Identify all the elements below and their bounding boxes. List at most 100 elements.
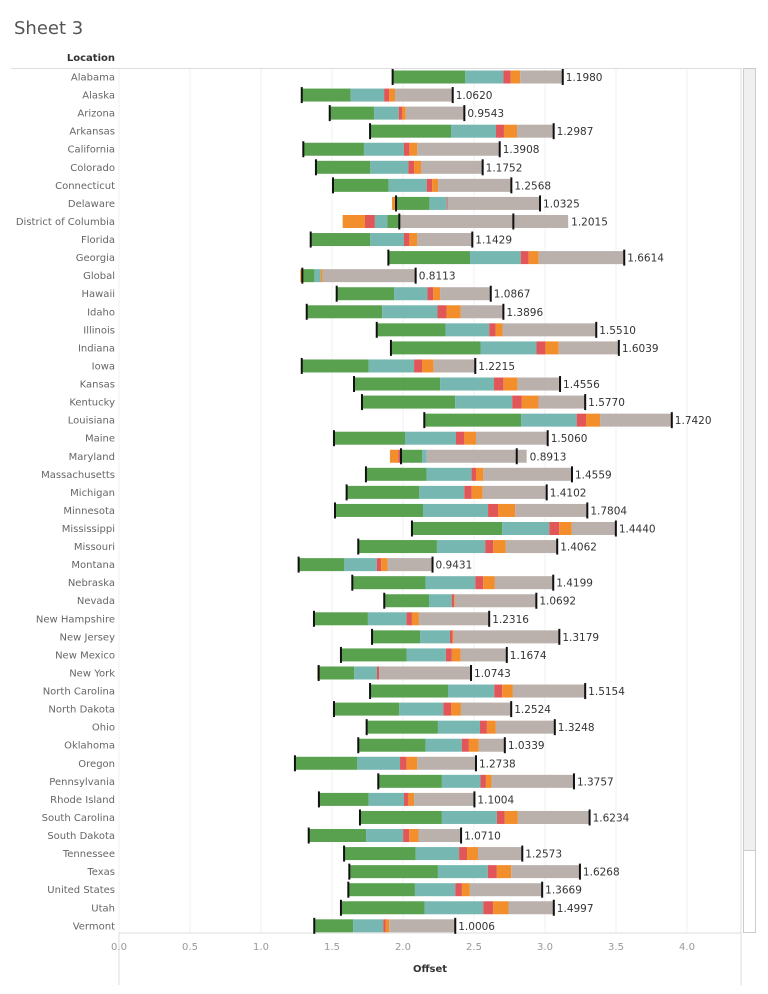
- bar-segment-y[interactable]: [440, 287, 491, 301]
- row-label[interactable]: North Carolina: [43, 687, 115, 698]
- bar-segment-g[interactable]: [349, 865, 438, 879]
- bar-segment-o[interactable]: [503, 124, 518, 138]
- bar-segment-o[interactable]: [432, 178, 439, 192]
- bar-segment-o[interactable]: [468, 738, 479, 752]
- row-label[interactable]: Arizona: [77, 109, 115, 120]
- bar-segment-r[interactable]: [496, 810, 505, 824]
- bar-segment-o[interactable]: [510, 70, 521, 84]
- bar-segment-r[interactable]: [536, 341, 546, 355]
- bar-segment-o[interactable]: [385, 919, 390, 933]
- bar-segment-r[interactable]: [479, 720, 487, 734]
- bar-segment-t[interactable]: [470, 251, 521, 265]
- bar-segment-r[interactable]: [437, 305, 447, 319]
- bar-segment-r[interactable]: [398, 449, 402, 463]
- bar-segment-g[interactable]: [318, 666, 355, 680]
- bar-segment-g[interactable]: [411, 522, 503, 535]
- row-label[interactable]: Vermont: [73, 921, 115, 932]
- bar-segment-g[interactable]: [348, 883, 415, 897]
- bar-segment-y[interactable]: [417, 756, 476, 770]
- bar-segment-r[interactable]: [480, 774, 486, 788]
- bar-segment-r[interactable]: [400, 756, 407, 770]
- row-label[interactable]: New York: [69, 668, 115, 679]
- row-label[interactable]: Alabama: [71, 73, 115, 84]
- bar-segment-y[interactable]: [478, 738, 505, 752]
- bar-segment-r[interactable]: [408, 160, 415, 174]
- row-label[interactable]: Texas: [86, 867, 115, 878]
- row-label[interactable]: Delaware: [68, 199, 115, 210]
- bar-segment-r[interactable]: [455, 431, 465, 445]
- bar-segment-o[interactable]: [475, 467, 484, 481]
- row-label[interactable]: Maryland: [69, 452, 115, 463]
- bar-segment-o[interactable]: [446, 305, 461, 319]
- bar-segment-g[interactable]: [294, 756, 357, 770]
- row-label[interactable]: Mississippi: [62, 524, 115, 535]
- bar-segment-o[interactable]: [493, 540, 506, 554]
- bar-segment-g[interactable]: [366, 720, 438, 734]
- bar-segment-y[interactable]: [508, 901, 554, 915]
- bar-segment-o[interactable]: [342, 214, 365, 228]
- row-label[interactable]: Iowa: [92, 361, 115, 372]
- bar-segment-r[interactable]: [364, 214, 375, 228]
- bar-segment-o[interactable]: [408, 792, 415, 806]
- bar-segment-r[interactable]: [403, 233, 410, 247]
- bar-segment-y[interactable]: [460, 702, 512, 716]
- bar-segment-g[interactable]: [376, 323, 446, 337]
- row-label[interactable]: Global: [83, 271, 115, 282]
- bar-segment-t[interactable]: [422, 449, 427, 463]
- bar-segment-g[interactable]: [333, 702, 400, 716]
- bar-segment-r[interactable]: [403, 792, 409, 806]
- row-label[interactable]: Tennessee: [62, 849, 115, 860]
- bar-segment-o[interactable]: [411, 612, 419, 626]
- row-label[interactable]: Louisiana: [68, 416, 115, 427]
- bar-segment-y[interactable]: [395, 88, 453, 102]
- bar-segment-y[interactable]: [538, 251, 625, 265]
- bar-segment-r[interactable]: [487, 865, 497, 879]
- bar-segment-g[interactable]: [358, 540, 437, 554]
- bar-segment-g[interactable]: [387, 214, 399, 228]
- bar-segment-t[interactable]: [353, 919, 384, 933]
- bar-segment-g[interactable]: [302, 269, 315, 283]
- bar-segment-g[interactable]: [308, 829, 367, 843]
- bar-segment-y[interactable]: [483, 467, 572, 481]
- bar-segment-r[interactable]: [406, 612, 412, 626]
- bar-segment-t[interactable]: [314, 269, 321, 283]
- bar-segment-y[interactable]: [417, 233, 473, 247]
- bar-segment-o[interactable]: [485, 774, 492, 788]
- bar-segment-g[interactable]: [384, 594, 429, 608]
- bar-segment-t[interactable]: [445, 323, 490, 337]
- row-label[interactable]: New Mexico: [55, 650, 115, 661]
- bar-segment-y[interactable]: [379, 666, 472, 680]
- scrollbar-thumb[interactable]: [744, 69, 755, 851]
- bar-segment-r[interactable]: [503, 70, 511, 84]
- row-label[interactable]: Rhode Island: [50, 795, 115, 806]
- bar-segment-g[interactable]: [361, 395, 456, 409]
- bar-segment-o[interactable]: [483, 576, 495, 590]
- row-label[interactable]: Florida: [81, 235, 115, 246]
- bar-segment-t[interactable]: [368, 792, 404, 806]
- bar-segment-y[interactable]: [418, 829, 462, 843]
- bar-segment-t[interactable]: [440, 377, 495, 391]
- row-label[interactable]: Hawaii: [81, 289, 115, 300]
- row-label[interactable]: Missouri: [74, 542, 115, 553]
- bar-segment-r[interactable]: [459, 847, 468, 861]
- row-label[interactable]: Montana: [71, 560, 115, 571]
- bar-segment-o[interactable]: [453, 594, 455, 608]
- bar-segment-o[interactable]: [389, 88, 396, 102]
- bar-segment-g[interactable]: [336, 287, 395, 301]
- bar-segment-t[interactable]: [394, 287, 428, 301]
- bar-segment-t[interactable]: [419, 485, 465, 499]
- bar-segment-o[interactable]: [486, 720, 496, 734]
- bar-segment-g[interactable]: [306, 305, 383, 319]
- bar-segment-g[interactable]: [358, 738, 426, 752]
- bar-segment-t[interactable]: [425, 738, 462, 752]
- bar-segment-y[interactable]: [512, 684, 586, 698]
- bar-segment-g[interactable]: [396, 196, 430, 210]
- bar-segment-t[interactable]: [450, 124, 497, 138]
- bar-segment-t[interactable]: [425, 576, 476, 590]
- bar-segment-t[interactable]: [415, 847, 460, 861]
- bar-segment-y[interactable]: [520, 70, 563, 84]
- row-label[interactable]: Kentucky: [69, 398, 115, 409]
- row-label[interactable]: New Jersey: [60, 632, 116, 643]
- bar-segment-y[interactable]: [453, 630, 560, 644]
- row-label[interactable]: Michigan: [70, 488, 115, 499]
